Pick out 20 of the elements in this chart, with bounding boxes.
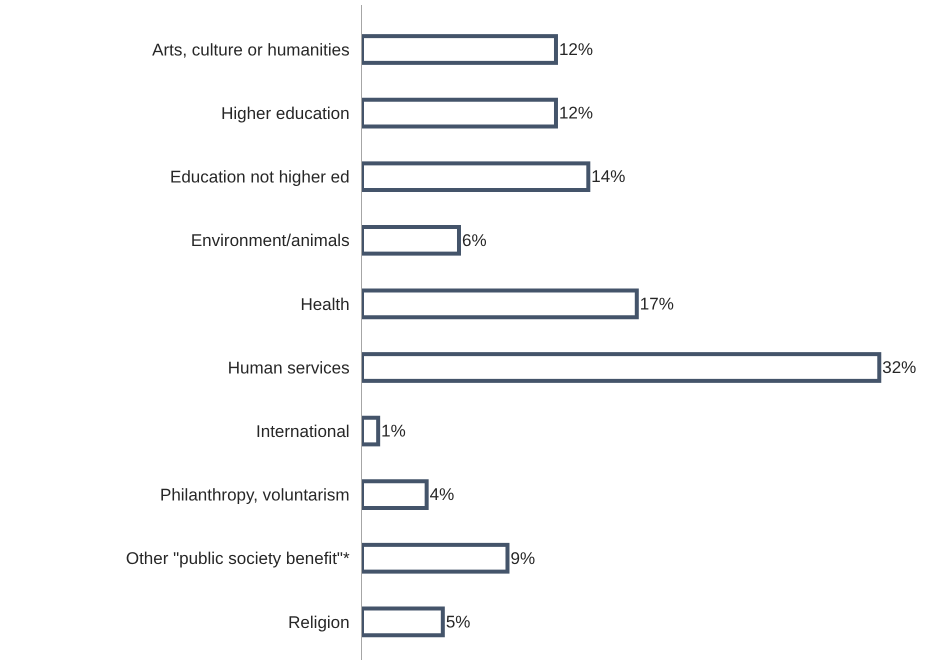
y-tick-label: Philanthropy, voluntarism	[160, 486, 350, 505]
data-label: 32%	[882, 358, 916, 377]
y-tick-label: Environment/animals	[190, 231, 350, 250]
y-tick-label: Higher education	[221, 104, 350, 124]
y-tick-label: Arts, culture or humanities	[152, 40, 350, 60]
data-label: 4%	[430, 485, 454, 504]
y-tick-label: Education not higher ed	[170, 168, 350, 187]
data-label: 12%	[558, 40, 594, 60]
y-tick-label: International	[256, 422, 350, 442]
data-label: 17%	[640, 294, 674, 314]
data-label: 14%	[591, 167, 626, 186]
data-label: 1%	[381, 422, 406, 441]
y-tick-label: Health	[300, 294, 350, 314]
y-tick-label: Human services	[228, 358, 350, 378]
data-label: 5%	[446, 612, 470, 632]
data-label: 9%	[510, 548, 536, 568]
data-label: 12%	[558, 104, 594, 123]
data-label: 6%	[462, 230, 487, 250]
y-tick-label: Other "public society benefit"*	[126, 549, 350, 568]
y-tick-label: Religion	[288, 612, 350, 632]
